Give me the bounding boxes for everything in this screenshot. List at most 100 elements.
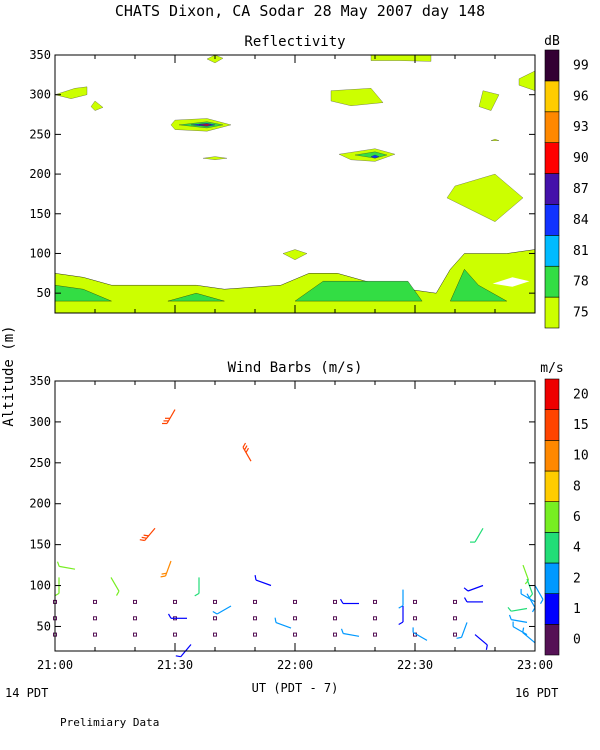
wind-barb-staff	[467, 584, 484, 592]
wind-barb-staff	[522, 564, 530, 581]
wind-barb-staff	[474, 634, 488, 646]
y-tick-label: 150	[29, 538, 51, 552]
wind-barb-flag	[539, 599, 544, 605]
calm-marker	[373, 632, 377, 637]
calm-marker	[93, 599, 97, 604]
y-tick-label: 250	[29, 127, 51, 141]
calm-marker	[133, 616, 137, 621]
reflectivity-contour	[198, 123, 212, 126]
colorbar-label: 0	[573, 633, 581, 648]
wind-barb	[520, 588, 536, 603]
x-tick-label: 23:00	[517, 658, 553, 672]
x-tick-label: 22:30	[397, 658, 433, 672]
wind-barb-flag	[243, 445, 248, 451]
calm-marker	[413, 599, 417, 604]
wind-axes: 50 100 150 200 250 300 350 21:00 21:30 22:00 22:30…	[29, 374, 553, 672]
wind-barb	[242, 442, 252, 462]
reflectivity-contour	[90, 100, 104, 111]
wind-barb-flag	[463, 587, 469, 592]
colorbar-swatch	[544, 235, 560, 267]
reflectivity-contour	[330, 88, 384, 106]
y-tick-label: 300	[29, 415, 51, 429]
reflectivity-green-patch	[450, 269, 508, 302]
wind-barb-staff	[460, 622, 468, 638]
wind-barb	[194, 577, 200, 597]
reflectivity-contour	[446, 173, 524, 222]
colorbar-swatch	[544, 501, 560, 533]
calm-marker	[333, 616, 337, 621]
wind-barb-staff	[59, 565, 76, 570]
colorbar-swatch	[544, 440, 560, 472]
calm-marker	[93, 616, 97, 621]
y-tick-label: 200	[29, 497, 51, 511]
wind-barb	[254, 574, 272, 587]
reflectivity-contour	[370, 54, 432, 62]
wind-barb-flag	[528, 593, 533, 599]
footer-note: Prelimiary Data	[60, 716, 159, 729]
calm-marker	[373, 616, 377, 621]
colorbar-label: 6	[573, 510, 581, 525]
calm-marker	[173, 632, 177, 637]
wind-barb	[398, 589, 404, 609]
wind-barb	[456, 622, 468, 639]
wind-barb-flag	[508, 614, 512, 620]
wind-plot-area	[53, 409, 544, 658]
wind-panel: Wind Barbs (m/s) m/s 5010015020025030035…	[29, 360, 588, 695]
wind-barb-staff	[110, 577, 120, 592]
wind-barb-flag	[254, 574, 257, 581]
reflectivity-title: Reflectivity	[244, 34, 345, 50]
wind-barb-flag	[175, 655, 181, 658]
reflectivity-green-patch	[294, 281, 423, 302]
calm-marker	[253, 616, 257, 621]
calm-marker	[293, 616, 297, 621]
wind-barb-flag	[485, 644, 488, 650]
colorbar-swatch	[544, 265, 560, 298]
colorbar-swatch	[544, 142, 560, 174]
wind-barb-flag	[115, 590, 120, 596]
calm-marker	[293, 599, 297, 604]
colorbar-swatch	[544, 296, 560, 329]
calm-marker	[133, 632, 137, 637]
wind-barb-staff	[343, 632, 360, 637]
wind-barb-flag	[274, 617, 277, 623]
wind-barb	[470, 527, 484, 543]
calm-marker	[213, 632, 217, 637]
reflectivity-green-patch	[167, 293, 225, 302]
colorbar-label: 1	[573, 602, 581, 617]
reflectivity-contour	[54, 86, 88, 99]
colorbar-swatch	[544, 49, 560, 82]
wind-barb	[522, 627, 536, 644]
colorbar-label: 84	[573, 213, 589, 228]
wind-barb	[526, 578, 534, 599]
colorbar-swatch	[544, 409, 560, 441]
wind-colorbar-unit: m/s	[540, 361, 563, 376]
calm-marker	[453, 599, 457, 604]
y-tick-label: 200	[29, 167, 51, 181]
reflectivity-contour	[370, 154, 380, 159]
calm-marker	[213, 599, 217, 604]
colorbar-swatch	[544, 378, 560, 410]
wind-barb	[339, 598, 359, 605]
wind-barb	[160, 560, 172, 578]
wind-barb	[474, 634, 488, 650]
colorbar-swatch	[544, 111, 560, 143]
y-tick-label: 350	[29, 48, 51, 62]
wind-barb-staff	[526, 578, 534, 595]
wind-barb-staff	[216, 605, 232, 615]
wind-barb	[340, 628, 360, 637]
colorbar-label: 96	[573, 89, 589, 104]
wind-barb-staff	[511, 607, 528, 612]
wind-barb-flag	[245, 447, 250, 453]
colorbar-label: 20	[573, 387, 589, 402]
y-tick-label: 350	[29, 374, 51, 388]
wind-barb-flag	[143, 534, 149, 537]
calm-marker	[173, 599, 177, 604]
wind-barb-flag	[167, 613, 172, 619]
wind-barb-flag	[456, 636, 462, 639]
colorbar-label: 2	[573, 571, 581, 586]
y-tick-label: 300	[29, 88, 51, 102]
colorbar-label: 99	[573, 58, 589, 73]
calm-marker	[453, 632, 457, 637]
